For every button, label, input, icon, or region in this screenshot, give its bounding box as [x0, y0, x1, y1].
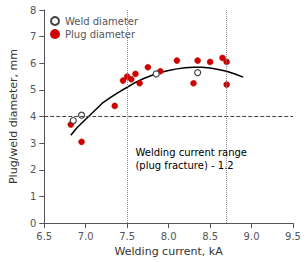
svg-text:5: 5	[30, 84, 36, 95]
svg-text:3: 3	[30, 138, 36, 149]
svg-text:6: 6	[30, 58, 36, 69]
svg-text:8.5: 8.5	[202, 231, 218, 242]
svg-text:9.0: 9.0	[244, 231, 260, 242]
svg-text:4: 4	[30, 111, 36, 122]
svg-text:7.0: 7.0	[78, 231, 94, 242]
svg-text:8: 8	[30, 5, 36, 16]
svg-text:1: 1	[30, 191, 36, 202]
svg-text:9.5: 9.5	[285, 231, 301, 242]
svg-text:Weld diameter: Weld diameter	[65, 15, 139, 27]
svg-text:(plug fracture) - 1.2: (plug fracture) - 1.2	[135, 160, 233, 171]
svg-text:Plug diameter: Plug diameter	[65, 29, 136, 40]
svg-text:Welding current, kA: Welding current, kA	[115, 245, 224, 258]
svg-text:7: 7	[30, 31, 36, 42]
svg-text:2: 2	[30, 164, 36, 175]
svg-text:Welding current range: Welding current range	[135, 147, 247, 158]
svg-text:6.5: 6.5	[36, 231, 52, 242]
svg-text:0: 0	[30, 218, 36, 229]
svg-text:8.0: 8.0	[161, 231, 177, 242]
svg-text:Plug/weld diameter, mm: Plug/weld diameter, mm	[7, 49, 20, 184]
svg-text:7.5: 7.5	[119, 231, 135, 242]
